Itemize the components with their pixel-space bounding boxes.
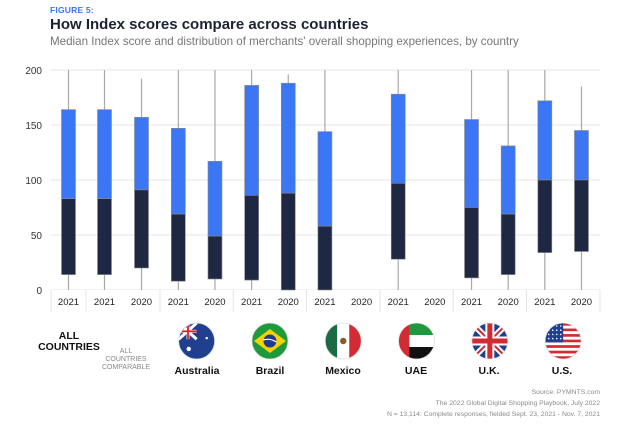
box-upper [207, 161, 223, 237]
country-label-mexico: Mexico [325, 365, 361, 377]
y-tick-label: 100 [25, 176, 42, 187]
footer-report: The 2022 Global Digital Shopping Playboo… [435, 400, 600, 407]
box-lower [207, 235, 223, 280]
label-all-comparable-line2: COUNTRIES [105, 356, 147, 363]
box-upper [280, 82, 296, 194]
box-lower [574, 179, 589, 252]
x-tick-label: 2021 [241, 297, 262, 308]
box-upper [574, 130, 589, 181]
y-tick-label: 200 [25, 66, 42, 77]
label-all-comparable-line3: COMPARABLE [101, 364, 151, 371]
label-all-countries-line1: ALL [58, 330, 80, 342]
x-tick-label: 2020 [204, 297, 225, 308]
box-lower [244, 195, 259, 281]
box-lower [134, 189, 149, 269]
box-upper [464, 119, 479, 208]
x-tick-label: 2021 [388, 297, 409, 308]
y-tick-label: 0 [36, 286, 42, 297]
australia-flag-icon [178, 323, 215, 359]
box-lower [537, 179, 553, 253]
x-tick-label: 2020 [351, 297, 372, 308]
mexico-flag-icon [325, 323, 362, 359]
country-label-brazil: Brazil [255, 365, 285, 377]
flag-border [544, 322, 582, 360]
label-all-comparable-line1: ALL [119, 348, 133, 355]
y-tick-label: 50 [31, 231, 43, 242]
label-all-countries-line2: COUNTRIES [38, 341, 100, 353]
box-upper [317, 131, 333, 227]
box-upper [134, 117, 149, 191]
box-upper [97, 109, 112, 199]
brazil-flag-icon [251, 323, 288, 359]
box-upper [61, 109, 76, 199]
country-label-uk: U.K. [478, 365, 500, 377]
x-tick-label: 2020 [424, 297, 445, 308]
flag-border [178, 322, 216, 360]
x-tick-label: 2021 [58, 297, 79, 308]
box-lower [500, 213, 516, 275]
x-axis-band [51, 290, 600, 312]
country-label-us: U.S. [551, 365, 573, 377]
box-upper [537, 100, 553, 181]
box-lower [390, 183, 406, 260]
box-upper [244, 85, 259, 196]
us-flag-icon [545, 323, 582, 359]
x-tick-label: 2021 [168, 297, 189, 308]
x-tick-label: 2020 [498, 297, 519, 308]
country-label-australia: Australia [174, 365, 220, 377]
box-lower [464, 207, 479, 279]
x-tick-label: 2020 [571, 297, 592, 308]
uae-flag-icon [398, 323, 435, 359]
y-tick-label: 150 [25, 121, 42, 132]
label-all-countries: ALL COUNTRIES [33, 331, 105, 353]
x-tick-label: 2020 [131, 297, 152, 308]
box-lower [61, 198, 76, 275]
flag-border [251, 322, 289, 360]
box-lower [317, 225, 333, 291]
box-upper [390, 93, 406, 184]
flag-border [324, 322, 362, 360]
chart-subtitle: Median Index score and distribution of m… [50, 35, 519, 48]
box-lower [171, 213, 186, 282]
x-tick-label: 2020 [278, 297, 299, 308]
x-tick-label: 2021 [461, 297, 482, 308]
x-tick-label: 2021 [314, 297, 335, 308]
figure-label: FIGURE 5: [50, 5, 94, 15]
box-lower [280, 192, 296, 291]
x-tick-label: 2021 [94, 297, 115, 308]
box-upper [171, 128, 186, 215]
box-lower [97, 198, 112, 275]
flag-border [471, 322, 509, 360]
x-tick-label: 2021 [534, 297, 555, 308]
label-all-countries-comparable: ALL COUNTRIES COMPARABLE [86, 348, 166, 372]
footer-sample: N = 13,114: Complete responses, fielded … [386, 411, 600, 418]
chart-title: How Index scores compare across countrie… [50, 16, 369, 33]
uk-flag-icon [471, 323, 508, 359]
footer-source: Source: PYMNTS.com [531, 389, 600, 396]
flag-border [398, 322, 435, 360]
country-label-uae: UAE [404, 365, 428, 377]
box-upper [500, 145, 516, 215]
